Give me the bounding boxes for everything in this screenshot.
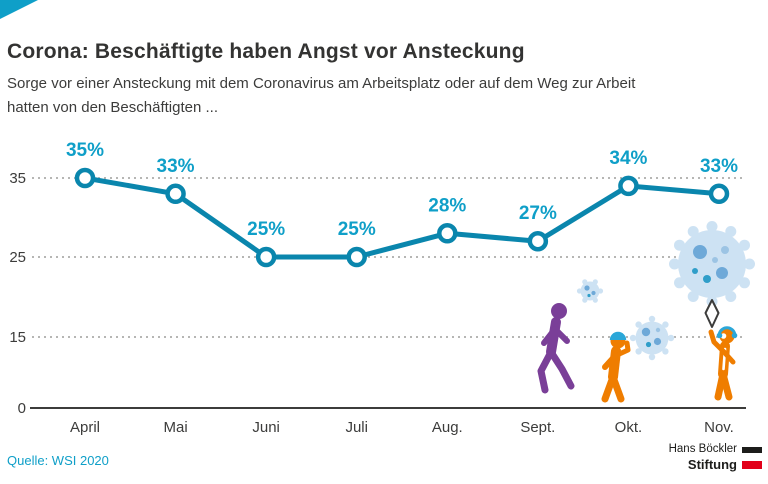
- data-point: [618, 175, 639, 197]
- person-arm: [612, 340, 631, 359]
- chart-title: Corona: Beschäftigte haben Angst vor Ans…: [7, 40, 525, 64]
- x-axis-label: April: [70, 419, 100, 436]
- source-note: Quelle: WSI 2020: [7, 453, 109, 468]
- walking-person-illustration: [537, 303, 575, 394]
- logo-black-block: [742, 446, 762, 453]
- x-axis-label: Sept.: [520, 419, 555, 436]
- value-label: 33%: [700, 156, 738, 177]
- axis-labels-layer: April Mai Juni Juli Aug. Sept. Okt. Nov.: [70, 419, 734, 436]
- x-axis-label: Nov.: [704, 419, 734, 436]
- chart-subtitle: Sorge vor einer Ansteckung mit dem Coron…: [7, 75, 636, 116]
- person-head: [719, 328, 735, 344]
- helmet: [609, 331, 627, 340]
- value-label: 33%: [157, 156, 195, 177]
- value-label: 25%: [338, 219, 376, 240]
- worker-person-illustration: [601, 331, 631, 403]
- hans-boeckler-stiftung-logo: Hans Böckler Stiftung: [669, 442, 762, 473]
- magnifier-icon: [704, 299, 720, 328]
- logo-row: Hans Böckler: [669, 442, 762, 456]
- trend-line: [82, 175, 722, 260]
- virus-icon-medium: [629, 315, 675, 361]
- virus-icon-large: [669, 221, 755, 307]
- corner-accent: [0, 0, 38, 19]
- logo-row: Stiftung: [669, 457, 762, 473]
- data-point: [708, 183, 730, 205]
- data-series-layer: [74, 167, 730, 268]
- logo-text-line2: Stiftung: [687, 456, 737, 472]
- virus-icon-small: [576, 279, 604, 303]
- data-point: [346, 246, 367, 268]
- value-label: 35%: [66, 140, 104, 161]
- value-label: 34%: [609, 148, 647, 169]
- headset: [718, 326, 736, 335]
- y-axis-label: 35: [9, 170, 26, 187]
- data-point: [165, 183, 186, 205]
- x-axis-label: Mai: [163, 419, 187, 436]
- person-arm: [552, 326, 570, 344]
- person-leg: [537, 348, 555, 394]
- person-head: [551, 303, 567, 319]
- data-point: [74, 167, 96, 189]
- person-leg: [719, 370, 733, 401]
- logo-text-line1: Hans Böckler: [668, 443, 737, 456]
- x-axis-label: Okt.: [615, 419, 643, 436]
- person-leg: [547, 348, 575, 390]
- data-labels-layer: 35% 33% 25% 25% 28% 27% 34% 33%: [66, 140, 738, 240]
- value-label: 27%: [519, 203, 557, 224]
- person-arm: [708, 329, 727, 355]
- y-axis-label: 0: [18, 400, 26, 417]
- value-label: 28%: [428, 195, 466, 216]
- headset-ear: [731, 332, 738, 339]
- data-point: [527, 230, 549, 252]
- headset-ear: [716, 332, 723, 339]
- y-axis-label: 15: [9, 329, 26, 346]
- data-point: [255, 246, 277, 268]
- data-point: [437, 223, 458, 244]
- y-axis-label: 25: [9, 249, 26, 266]
- person-arm: [721, 349, 736, 365]
- gridlines-layer: 35 25 15 0: [9, 170, 746, 417]
- value-label: 25%: [247, 219, 285, 240]
- person-leg: [609, 373, 625, 403]
- researcher-person-illustration: [708, 326, 738, 401]
- x-axis-label: Juni: [252, 419, 280, 436]
- x-axis-label: Aug.: [432, 419, 463, 436]
- x-axis-label: Juli: [345, 419, 368, 436]
- logo-red-block: [742, 460, 762, 469]
